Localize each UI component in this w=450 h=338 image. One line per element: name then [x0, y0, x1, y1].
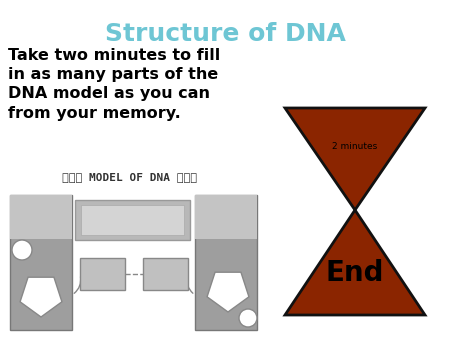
Polygon shape: [285, 108, 425, 210]
Text: 2 minutes: 2 minutes: [333, 142, 378, 151]
Text: Take two minutes to fill
in as many parts of the
DNA model as you can
from your : Take two minutes to fill in as many part…: [8, 48, 220, 121]
Text: End: End: [326, 259, 384, 287]
FancyBboxPatch shape: [81, 205, 184, 235]
Polygon shape: [285, 210, 425, 315]
Circle shape: [239, 309, 257, 327]
Polygon shape: [207, 272, 249, 312]
FancyBboxPatch shape: [10, 195, 72, 330]
FancyBboxPatch shape: [195, 195, 257, 330]
FancyBboxPatch shape: [143, 258, 188, 290]
Polygon shape: [20, 277, 62, 317]
FancyBboxPatch shape: [80, 258, 125, 290]
FancyBboxPatch shape: [10, 195, 72, 239]
Circle shape: [12, 240, 32, 260]
FancyBboxPatch shape: [75, 200, 190, 240]
Text: ⒶⒶⒶ MODEL OF DNA ⒶⒶⒶ: ⒶⒶⒶ MODEL OF DNA ⒶⒶⒶ: [63, 172, 198, 182]
FancyBboxPatch shape: [195, 195, 257, 239]
Text: Structure of DNA: Structure of DNA: [104, 22, 346, 46]
